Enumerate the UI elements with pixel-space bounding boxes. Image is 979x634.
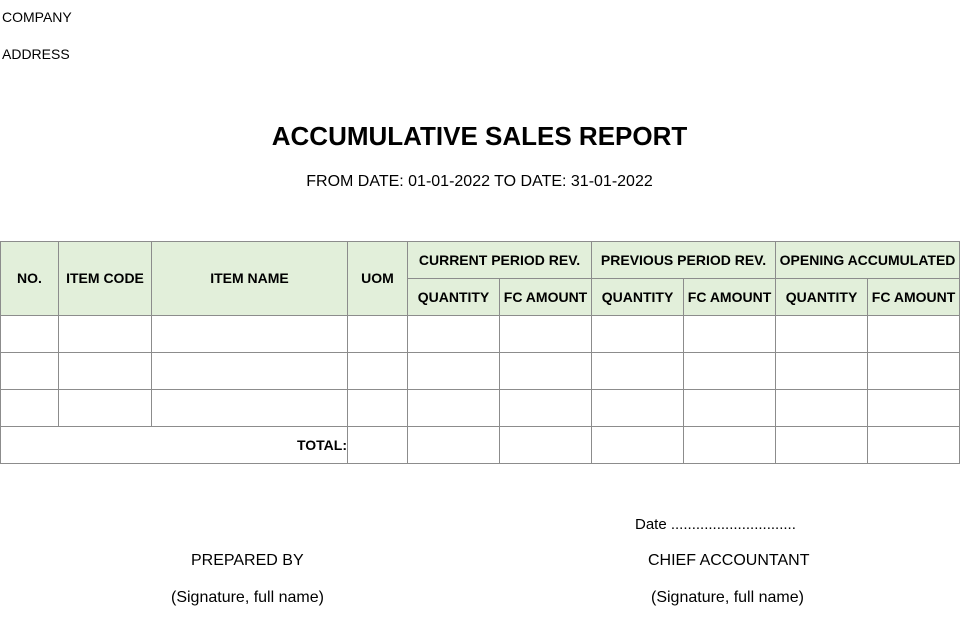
- total-cell-current-quantity[interactable]: [407, 426, 500, 464]
- col-header-previous-fc-amount: FC AMOUNT: [683, 278, 777, 316]
- table-cell[interactable]: [58, 315, 152, 353]
- col-header-current-quantity: QUANTITY: [407, 278, 500, 316]
- table-row: [0, 315, 961, 353]
- group-header-previous-period: PREVIOUS PERIOD REV.: [591, 241, 777, 279]
- table-cell[interactable]: [151, 389, 348, 427]
- table-cell[interactable]: [591, 352, 685, 390]
- table-cell[interactable]: [58, 389, 152, 427]
- total-cell-current-fc-amount[interactable]: [498, 426, 593, 464]
- table-cell[interactable]: [591, 315, 685, 353]
- table-cell[interactable]: [498, 315, 593, 353]
- table-cell[interactable]: [867, 352, 961, 390]
- total-cell-previous-fc-amount[interactable]: [683, 426, 777, 464]
- company-label: COMPANY: [2, 9, 72, 25]
- table-cell[interactable]: [347, 389, 408, 427]
- group-header-current-period: CURRENT PERIOD REV.: [406, 241, 593, 279]
- total-cell-previous-quantity[interactable]: [591, 426, 685, 464]
- table-cell[interactable]: [407, 389, 500, 427]
- report-date-range: FROM DATE: 01-01-2022 TO DATE: 31-01-202…: [306, 173, 653, 190]
- prepared-by-label: PREPARED BY: [191, 552, 304, 569]
- total-cell-opening-fc-amount[interactable]: [867, 426, 961, 464]
- table-cell[interactable]: [0, 389, 59, 427]
- address-label: ADDRESS: [2, 46, 70, 62]
- table-cell[interactable]: [347, 352, 408, 390]
- chief-accountant-label: CHIEF ACCOUNTANT: [648, 552, 810, 569]
- header-row-subcolumns: QUANTITY FC AMOUNT QUANTITY FC AMOUNT QU…: [1, 278, 961, 316]
- table-cell[interactable]: [151, 352, 348, 390]
- header-row-groups: NO. ITEM CODE ITEM NAME UOM CURRENT PERI…: [0, 241, 961, 316]
- chief-accountant-signature-note: (Signature, full name): [651, 589, 804, 606]
- table-cell[interactable]: [867, 315, 961, 353]
- table-cell[interactable]: [498, 352, 593, 390]
- table-cell[interactable]: [775, 352, 869, 390]
- col-header-item-name: ITEM NAME: [151, 241, 348, 316]
- report-title: ACCUMULATIVE SALES REPORT: [271, 121, 688, 151]
- table-cell[interactable]: [0, 352, 59, 390]
- table-cell[interactable]: [591, 389, 685, 427]
- col-header-item-code: ITEM CODE: [58, 241, 152, 316]
- sales-report-table: NO. ITEM CODE ITEM NAME UOM CURRENT PERI…: [0, 241, 961, 464]
- table-cell[interactable]: [407, 315, 500, 353]
- total-row: TOTAL:: [0, 426, 961, 464]
- table-cell[interactable]: [151, 315, 348, 353]
- table-cell[interactable]: [775, 315, 869, 353]
- total-cell-uom[interactable]: [347, 426, 408, 464]
- table-cell[interactable]: [683, 389, 777, 427]
- table-row: [0, 352, 961, 390]
- date-line: Date ..............................: [635, 516, 796, 533]
- total-label: TOTAL:: [0, 426, 348, 464]
- table-cell[interactable]: [867, 389, 961, 427]
- col-header-uom: UOM: [347, 241, 408, 316]
- col-header-opening-fc-amount: FC AMOUNT: [867, 278, 961, 316]
- col-header-previous-quantity: QUANTITY: [591, 278, 685, 316]
- table-cell[interactable]: [58, 352, 152, 390]
- col-header-no: NO.: [0, 241, 59, 316]
- table-cell[interactable]: [0, 315, 59, 353]
- table-row: [0, 389, 961, 427]
- table-cell[interactable]: [347, 315, 408, 353]
- table-cell[interactable]: [775, 389, 869, 427]
- table-cell[interactable]: [407, 352, 500, 390]
- col-header-current-fc-amount: FC AMOUNT: [498, 278, 593, 316]
- prepared-by-signature-note: (Signature, full name): [171, 589, 324, 606]
- total-cell-opening-quantity[interactable]: [775, 426, 869, 464]
- group-header-opening-accumulated: OPENING ACCUMULATED: [775, 241, 961, 279]
- table-cell[interactable]: [683, 352, 777, 390]
- col-header-opening-quantity: QUANTITY: [775, 278, 869, 316]
- table-cell[interactable]: [498, 389, 593, 427]
- table-cell[interactable]: [683, 315, 777, 353]
